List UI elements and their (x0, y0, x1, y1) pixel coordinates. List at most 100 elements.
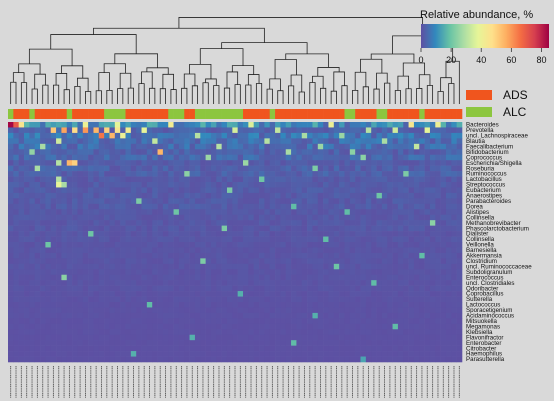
heatmap-cell (248, 263, 254, 270)
heatmap-cell (339, 285, 345, 292)
heatmap-cell (445, 171, 452, 177)
heatmap-cell (61, 323, 68, 330)
heatmap-cell (200, 334, 206, 341)
heatmap-cell (397, 323, 404, 330)
heatmap-cell (88, 340, 94, 346)
heatmap-cell (296, 307, 303, 314)
heatmap-cell (152, 187, 158, 194)
heatmap-cell (371, 160, 377, 166)
heatmap-cell (243, 132, 249, 139)
heatmap-cell (237, 225, 244, 232)
heatmap-cell (200, 296, 206, 303)
heatmap-cell (50, 242, 57, 248)
heatmap-cell (146, 209, 153, 216)
heatmap-cell (162, 252, 169, 259)
heatmap-cell (269, 214, 276, 221)
heatmap-cell (253, 220, 260, 226)
heatmap-cell (248, 198, 254, 205)
heatmap-cell (109, 143, 116, 150)
heatmap-cell (365, 192, 372, 199)
heatmap-cell (408, 329, 415, 336)
heatmap-cell (50, 307, 57, 314)
heatmap-cell (381, 318, 388, 325)
heatmap-cell (445, 138, 452, 145)
heatmap-cell (77, 302, 84, 308)
heatmap-cell (168, 274, 174, 281)
heatmap-cell (200, 187, 206, 194)
heatmap-cell (301, 296, 308, 303)
heatmap-cell (205, 302, 212, 308)
heatmap-cell (221, 280, 228, 286)
heatmap-cell (371, 247, 377, 254)
heatmap-cell (18, 187, 25, 194)
heatmap-cell (205, 351, 212, 357)
heatmap-cell (173, 351, 180, 357)
heatmap-cell (136, 160, 142, 166)
heatmap-cell (136, 225, 142, 232)
heatmap-cell (168, 154, 174, 161)
heatmap-cell (189, 236, 196, 243)
heatmap-cell (50, 160, 57, 166)
heatmap-cell (451, 209, 457, 216)
heatmap-cell (141, 171, 148, 177)
heatmap-cell (312, 132, 319, 139)
sample-group-cell (18, 109, 25, 119)
heatmap-cell (184, 285, 190, 292)
heatmap-cell (355, 302, 361, 308)
heatmap-cell (280, 263, 287, 270)
heatmap-cell (232, 122, 238, 128)
heatmap-cell (456, 122, 463, 128)
heatmap-cell (130, 274, 137, 281)
heatmap-cell (130, 252, 137, 259)
heatmap-cell (168, 127, 174, 134)
heatmap-cell (226, 122, 233, 128)
heatmap-cell (178, 209, 185, 216)
heatmap-cell (216, 132, 222, 139)
heatmap-cell (445, 252, 452, 259)
heatmap-cell (365, 198, 372, 205)
heatmap-cell (355, 176, 361, 183)
heatmap-cell (18, 242, 25, 248)
heatmap-cell (312, 296, 319, 303)
heatmap-cell (205, 258, 212, 265)
heatmap-cell (307, 165, 313, 172)
heatmap-cell (333, 334, 340, 341)
heatmap-cell (152, 209, 158, 216)
heatmap-cell (291, 334, 297, 341)
heatmap-cell (381, 312, 388, 319)
heatmap-cell (221, 138, 228, 145)
heatmap-cell (419, 149, 425, 156)
heatmap-cell (429, 263, 436, 270)
heatmap-cell (29, 263, 35, 270)
heatmap-cell (237, 291, 244, 297)
heatmap-cell (152, 285, 158, 292)
heatmap-cell (205, 312, 212, 319)
heatmap-cell (360, 203, 367, 210)
heatmap-cell (419, 312, 425, 319)
heatmap-cell (226, 345, 233, 352)
heatmap-cell (264, 143, 271, 150)
heatmap-cell (141, 334, 148, 341)
heatmap-cell (360, 127, 367, 134)
heatmap-cell (66, 280, 73, 286)
heatmap-cell (317, 192, 324, 199)
legend-swatch-alc (466, 107, 492, 117)
heatmap-cell (114, 269, 121, 276)
sample-group-cell (376, 109, 383, 119)
heatmap-cell (419, 258, 425, 265)
heatmap-cell (344, 274, 351, 281)
heatmap-cell (344, 143, 351, 150)
heatmap-cell (451, 225, 457, 232)
heatmap-cell (333, 220, 340, 226)
heatmap-cell (189, 192, 196, 199)
heatmap-cell (253, 236, 260, 243)
heatmap-cell (408, 302, 415, 308)
heatmap-cell (456, 138, 463, 145)
heatmap-cell (376, 182, 383, 188)
heatmap-cell (408, 160, 415, 166)
heatmap-cell (285, 143, 292, 150)
heatmap-cell (403, 263, 409, 270)
heatmap-cell (157, 351, 164, 357)
heatmap-cell (152, 356, 158, 363)
heatmap-cell (307, 302, 313, 308)
